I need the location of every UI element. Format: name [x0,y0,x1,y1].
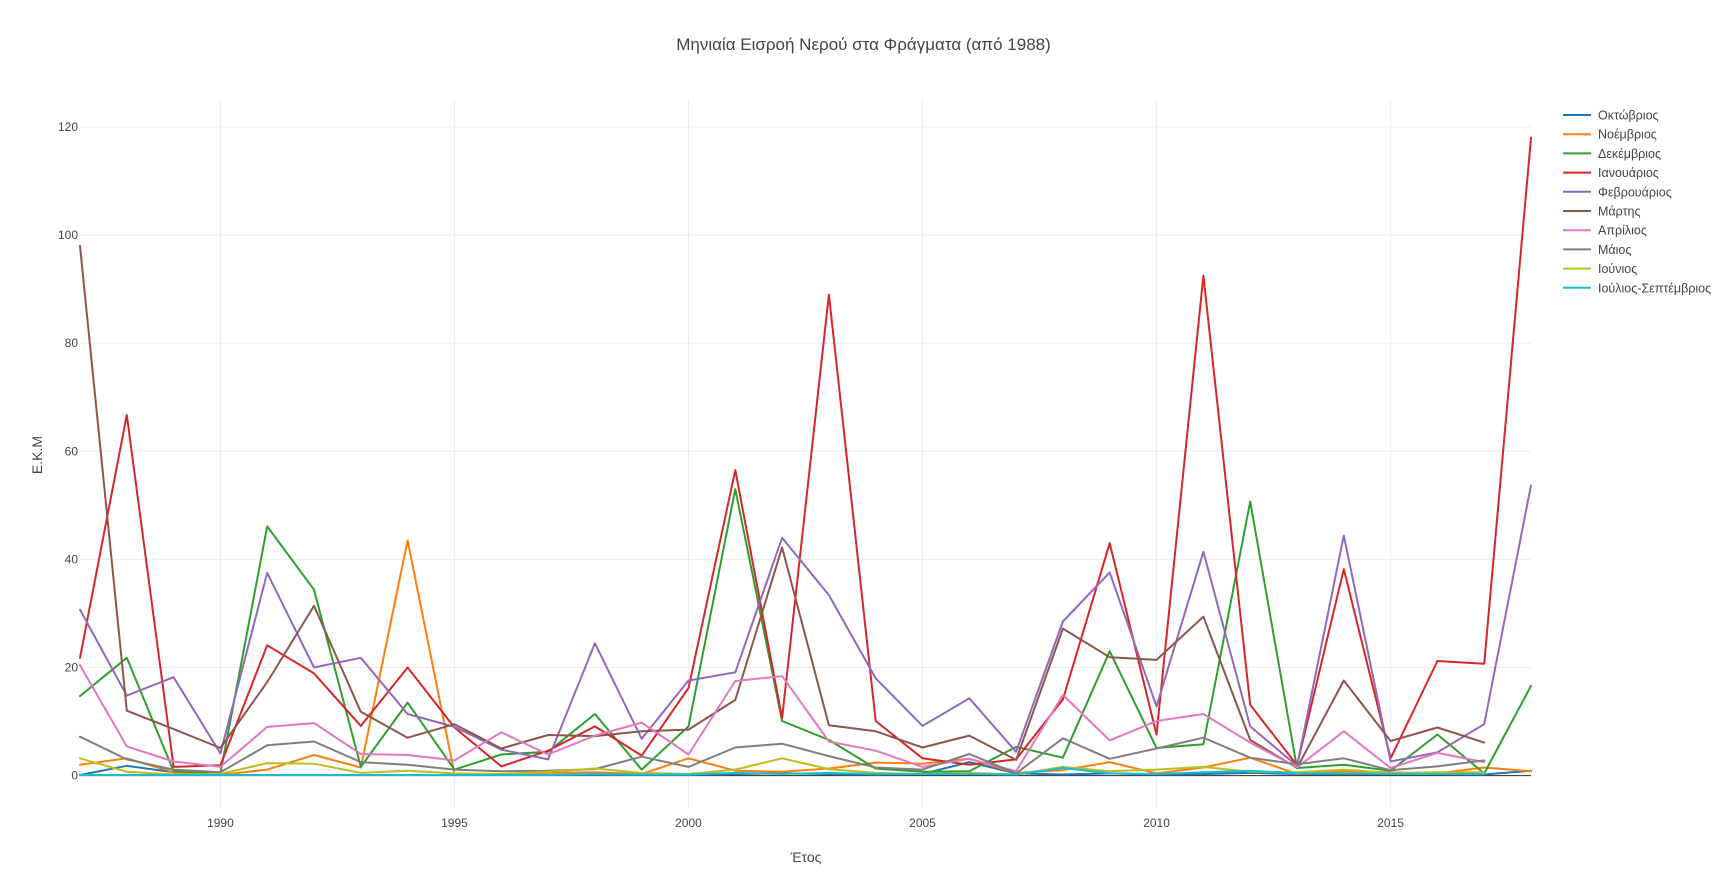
legend-item-6[interactable]: Μάρτης [1563,205,1641,219]
legend-label-9: Ιούνιος [1598,262,1637,276]
y-tick-label-100: 100 [58,228,78,242]
series-line-9 [79,757,1486,776]
legend-item-9[interactable]: Ιούνιος [1563,262,1637,276]
series-lines [79,136,1532,776]
series-line-8 [79,735,1486,775]
gridlines [80,100,1531,808]
legend-label-5: Φεβρουάριος [1598,185,1672,199]
legend-item-7[interactable]: Απρίλιος [1563,224,1647,238]
x-axis-ticks: 1990 1995 2000 2005 2010 2015 [207,816,1404,830]
legend-label-7: Απρίλιος [1598,224,1647,238]
y-axis-ticks: 0 20 40 60 80 100 120 [58,120,78,783]
legend-item-2[interactable]: Νοέμβριος [1563,128,1657,142]
y-tick-label-40: 40 [65,552,79,566]
legend-item-1[interactable]: Οκτώβριος [1563,109,1659,123]
legend-item-3[interactable]: Δεκέμβριος [1563,147,1661,161]
y-axis-title: Ε.Κ.Μ [29,436,45,474]
series-line-4 [79,136,1532,768]
x-tick-label-2015: 2015 [1377,816,1404,830]
legend-item-5[interactable]: Φεβρουάριος [1563,185,1672,199]
legend-label-10: Ιούλιος-Σεπτέμβριος [1598,281,1711,295]
y-tick-label-20: 20 [65,660,79,674]
chart-title: Μηνιαία Εισροή Νερού στα Φράγματα (από 1… [676,35,1051,54]
y-tick-label-60: 60 [65,444,79,458]
legend-label-8: Μάιος [1598,243,1631,257]
y-tick-label-80: 80 [65,336,79,350]
legend-item-10[interactable]: Ιούλιος-Σεπτέμβριος [1563,281,1711,295]
legend-label-1: Οκτώβριος [1598,109,1659,123]
legend-label-3: Δεκέμβριος [1598,147,1661,161]
x-tick-label-1995: 1995 [441,816,468,830]
legend[interactable]: Οκτώβριος Νοέμβριος Δεκέμβριος Ιανουάριος Φε… [1563,109,1711,296]
series-line-2 [79,539,1532,776]
legend-label-4: Ιανουάριος [1598,166,1659,180]
series-line-10 [79,767,1486,776]
x-tick-label-1990: 1990 [207,816,234,830]
legend-item-8[interactable]: Μάιος [1563,243,1631,257]
series-line-7 [79,664,1486,773]
series-line-5 [79,484,1532,767]
legend-label-2: Νοέμβριος [1598,128,1657,142]
y-tick-label-0: 0 [71,769,78,783]
y-tick-label-120: 120 [58,120,78,134]
series-line-6 [79,244,1486,769]
x-tick-label-2005: 2005 [909,816,936,830]
x-axis-title: Έτος [790,849,822,865]
legend-item-4[interactable]: Ιανουάριος [1563,166,1659,180]
legend-label-6: Μάρτης [1598,205,1641,219]
x-tick-label-2000: 2000 [675,816,702,830]
series-line-3 [79,488,1532,775]
x-tick-label-2010: 2010 [1143,816,1170,830]
